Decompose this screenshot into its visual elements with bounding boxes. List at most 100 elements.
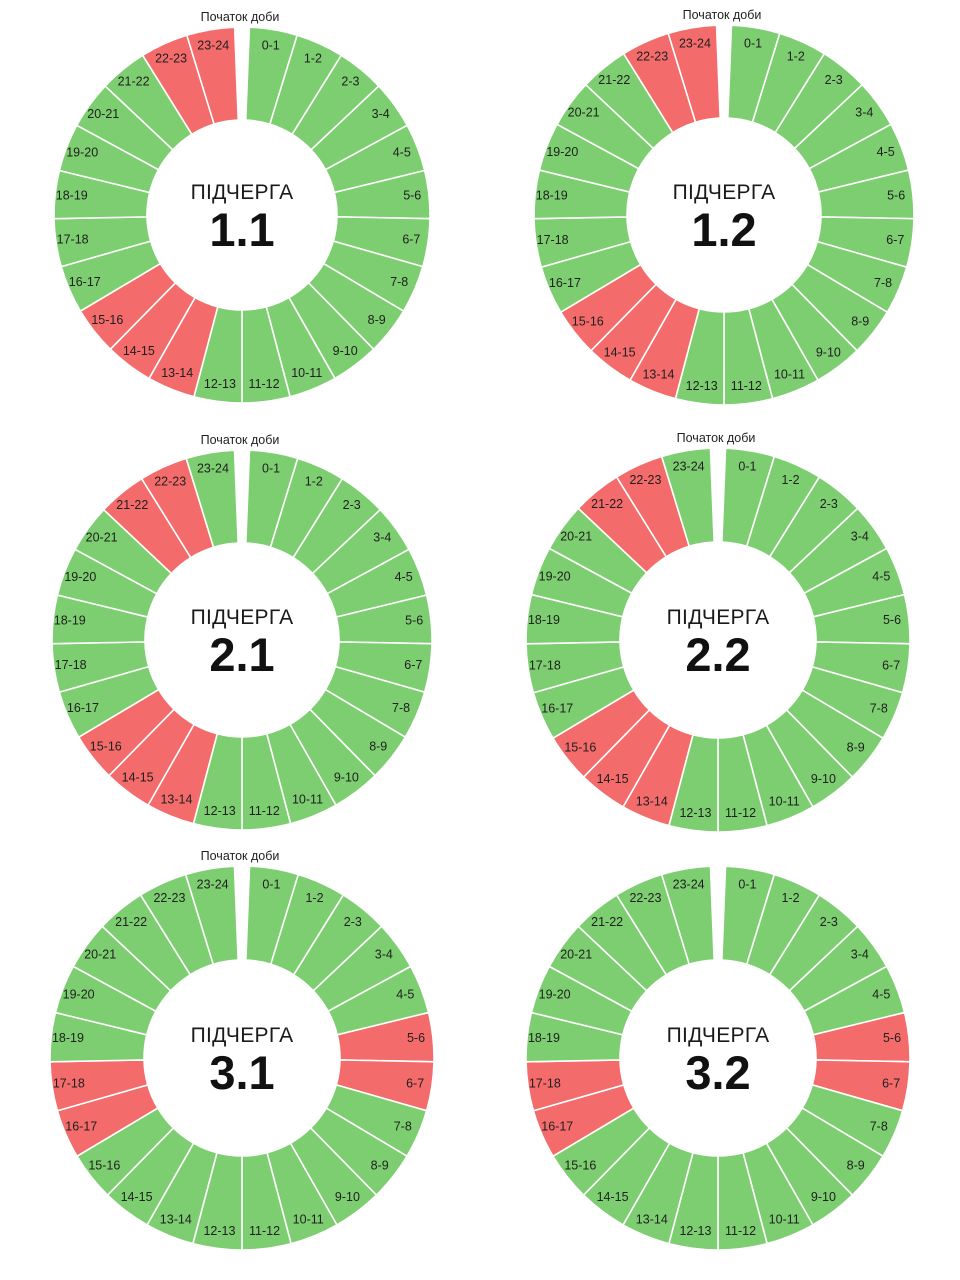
hour-label: 12-13 xyxy=(203,1224,235,1238)
hour-label: 2-3 xyxy=(825,73,843,87)
hour-segment-23-24 xyxy=(660,447,715,548)
hour-label: 9-10 xyxy=(811,1190,836,1204)
hour-label: 23-24 xyxy=(197,461,229,475)
hour-label: 11-12 xyxy=(249,377,280,391)
hour-label: 3-4 xyxy=(373,531,391,545)
hour-label: 22-23 xyxy=(153,891,185,905)
hour-label: 15-16 xyxy=(564,1158,596,1172)
hour-label: 22-23 xyxy=(629,473,661,487)
hour-label: 23-24 xyxy=(673,878,705,892)
hour-label: 0-1 xyxy=(738,460,756,474)
hour-label: 7-8 xyxy=(874,276,892,290)
hour-label: 9-10 xyxy=(811,772,836,786)
hour-label: 16-17 xyxy=(541,702,573,716)
hour-label: 16-17 xyxy=(67,701,99,715)
start-of-day-label: Початок доби xyxy=(201,849,280,863)
hour-label: 1-2 xyxy=(787,50,805,64)
hour-label: 17-18 xyxy=(537,233,569,247)
hour-label: 2-3 xyxy=(344,915,362,929)
hour-label: 9-10 xyxy=(333,344,358,358)
hour-label: 16-17 xyxy=(549,276,581,290)
queue-clock-3-1: 0-1 1-2 2-3 3-4 4-5 5-6 6-7 7-8 8-9 9-10 10-11 11-1… xyxy=(49,849,435,1251)
hour-label: 21-22 xyxy=(591,497,623,511)
hour-label: 7-8 xyxy=(392,701,410,715)
hour-label: 6-7 xyxy=(882,1076,900,1090)
hour-label: 5-6 xyxy=(887,188,905,202)
queue-title-word: ПІДЧЕРГА xyxy=(667,1024,770,1047)
hour-label: 11-12 xyxy=(725,1224,756,1238)
hour-label: 14-15 xyxy=(122,771,154,785)
hour-label: 21-22 xyxy=(116,498,148,512)
hour-label: 10-11 xyxy=(291,366,322,380)
hour-label: 13-14 xyxy=(160,793,192,807)
hour-label: 18-19 xyxy=(536,188,568,202)
hour-label: 20-21 xyxy=(568,106,600,120)
hour-label: 6-7 xyxy=(886,233,904,247)
hour-label: 19-20 xyxy=(539,569,571,583)
hour-segment-23-24 xyxy=(184,865,239,966)
hour-label: 14-15 xyxy=(121,1190,153,1204)
hour-label: 13-14 xyxy=(161,366,193,380)
hour-label: 4-5 xyxy=(877,145,895,159)
hour-segment-23-24 xyxy=(667,24,722,124)
queue-number: 1.1 xyxy=(209,203,274,256)
hour-label: 4-5 xyxy=(393,146,411,160)
hour-label: 20-21 xyxy=(560,948,592,962)
hour-label: 19-20 xyxy=(63,987,95,1001)
hour-label: 5-6 xyxy=(883,1031,901,1045)
hour-label: 10-11 xyxy=(769,794,800,808)
hour-label: 23-24 xyxy=(673,460,705,474)
hour-label: 12-13 xyxy=(679,1224,711,1238)
hour-label: 18-19 xyxy=(528,1031,560,1045)
hour-label: 2-3 xyxy=(341,75,359,89)
queue-title-word: ПІДЧЕРГА xyxy=(673,181,776,204)
start-of-day-label: Початок доби xyxy=(683,8,762,22)
hour-label: 23-24 xyxy=(197,878,229,892)
hour-label: 4-5 xyxy=(872,569,890,583)
hour-label: 21-22 xyxy=(591,915,623,929)
hour-label: 2-3 xyxy=(820,915,838,929)
hour-label: 12-13 xyxy=(679,806,711,820)
hour-label: 14-15 xyxy=(604,346,636,360)
hour-label: 3-4 xyxy=(851,530,869,544)
hour-label: 15-16 xyxy=(88,1158,120,1172)
hour-label: 7-8 xyxy=(870,702,888,716)
hour-label: 7-8 xyxy=(870,1120,888,1134)
hour-label: 5-6 xyxy=(405,613,423,627)
queue-title-word: ПІДЧЕРГА xyxy=(191,1024,294,1047)
hour-label: 4-5 xyxy=(395,570,413,584)
hour-label: 21-22 xyxy=(115,915,147,929)
hour-label: 20-21 xyxy=(87,107,119,121)
hour-label: 22-23 xyxy=(636,50,668,64)
hour-label: 5-6 xyxy=(403,189,421,203)
hour-label: 1-2 xyxy=(305,891,323,905)
hour-label: 1-2 xyxy=(305,475,323,489)
hour-label: 13-14 xyxy=(636,1212,668,1226)
hour-label: 17-18 xyxy=(529,658,561,672)
hour-label: 19-20 xyxy=(539,987,571,1001)
hour-label: 8-9 xyxy=(368,313,386,327)
hour-label: 21-22 xyxy=(598,73,630,87)
hour-label: 18-19 xyxy=(528,613,560,627)
start-of-day-label: Початок доби xyxy=(201,433,280,447)
start-of-day-label: Початок доби xyxy=(201,10,280,24)
hour-segment-23-24 xyxy=(660,865,715,966)
queue-title-word: ПІДЧЕРГА xyxy=(667,606,770,629)
hour-label: 15-16 xyxy=(90,739,122,753)
hour-label: 6-7 xyxy=(402,233,420,247)
hour-label: 7-8 xyxy=(394,1120,412,1134)
hour-label: 8-9 xyxy=(369,739,387,753)
hour-label: 3-4 xyxy=(855,106,873,120)
hour-label: 22-23 xyxy=(154,475,186,489)
queue-title-word: ПІДЧЕРГА xyxy=(191,606,294,629)
hour-label: 15-16 xyxy=(91,313,123,327)
hour-label: 11-12 xyxy=(725,806,756,820)
hour-label: 12-13 xyxy=(204,377,236,391)
queue-number: 3.1 xyxy=(209,1046,274,1099)
hour-label: 4-5 xyxy=(872,987,890,1001)
queue-number: 1.2 xyxy=(691,203,756,256)
hour-label: 9-10 xyxy=(335,1190,360,1204)
queue-clock-1-2: 0-1 1-2 2-3 3-4 4-5 5-6 6-7 7-8 8-9 9-10 10-11 11-1… xyxy=(533,8,915,406)
